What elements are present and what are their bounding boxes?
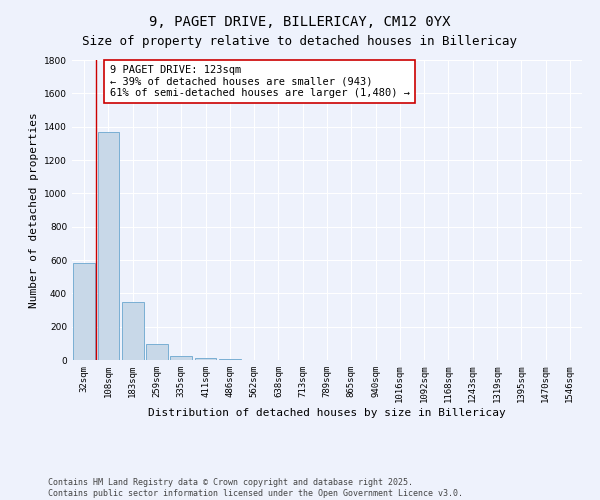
Bar [170,356,192,360]
Text: 9, PAGET DRIVE, BILLERICAY, CM12 0YX: 9, PAGET DRIVE, BILLERICAY, CM12 0YX [149,15,451,29]
Bar [97,132,119,360]
Bar [194,358,217,360]
Text: Contains HM Land Registry data © Crown copyright and database right 2025.
Contai: Contains HM Land Registry data © Crown c… [48,478,463,498]
X-axis label: Distribution of detached houses by size in Billericay: Distribution of detached houses by size … [148,408,506,418]
Bar [73,264,95,360]
Bar [122,302,143,360]
Bar [219,359,241,360]
Y-axis label: Number of detached properties: Number of detached properties [29,112,38,308]
Bar [146,344,168,360]
Text: 9 PAGET DRIVE: 123sqm
← 39% of detached houses are smaller (943)
61% of semi-det: 9 PAGET DRIVE: 123sqm ← 39% of detached … [110,65,410,98]
Text: Size of property relative to detached houses in Billericay: Size of property relative to detached ho… [83,35,517,48]
